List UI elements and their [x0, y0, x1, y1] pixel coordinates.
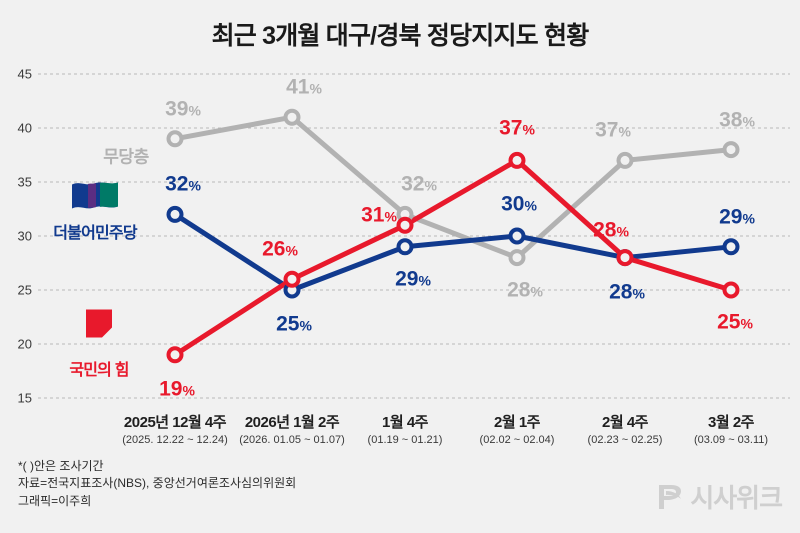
series-label-none-party: 무당층	[103, 147, 149, 167]
data-value-label: 29%	[395, 267, 431, 291]
data-point-marker[interactable]	[283, 270, 301, 288]
data-value-label: 37%	[499, 116, 535, 140]
data-value-label: 28%	[593, 218, 629, 242]
y-axis-tick-label: 45	[17, 66, 32, 82]
x-axis-tick-label: 2월 1주	[494, 414, 540, 431]
x-axis-tick: 1월 4주 (01.19 ~ 01.21)	[368, 411, 443, 446]
data-value-label: 37%	[595, 118, 631, 142]
x-axis-tick-label: 2025년 12월 4주	[123, 414, 227, 431]
data-point-marker[interactable]	[396, 238, 414, 256]
data-value-label: 32%	[401, 172, 437, 196]
x-axis-tick: 2025년 12월 4주 (2025. 12.22 ~ 12.24)	[122, 411, 228, 446]
data-value-label: 28%	[507, 278, 543, 302]
footer-line-survey-period: *( )안은 조사기간	[18, 459, 104, 473]
brand-watermark: 시사위크	[654, 478, 783, 515]
data-value-label: 41%	[286, 75, 322, 99]
footer-notes: *( )안은 조사기간 자료=전국지표조사(NBS), 중앙선거여론조사심의위원…	[18, 458, 296, 510]
people-power-party-icon	[82, 308, 116, 347]
x-axis-tick-sublabel: (03.09 ~ 03.11)	[693, 434, 769, 446]
data-value-label: 19%	[159, 377, 195, 401]
x-axis-tick-sublabel: (2026. 01.05 ~ 01.07)	[239, 434, 345, 446]
y-axis-tick-label: 30	[17, 228, 32, 244]
data-value-label: 30%	[501, 192, 537, 216]
y-axis-tick-label: 35	[17, 174, 32, 190]
y-axis-tick-label: 40	[17, 120, 32, 136]
x-axis-tick-label: 2026년 1월 2주	[244, 414, 340, 431]
data-point-marker[interactable]	[283, 108, 301, 126]
x-axis-tick-sublabel: (02.02 ~ 02.04)	[479, 434, 555, 446]
data-point-marker[interactable]	[616, 151, 634, 169]
data-value-label: 38%	[719, 108, 755, 132]
data-point-marker[interactable]	[508, 151, 526, 169]
data-point-marker[interactable]	[166, 346, 184, 364]
data-point-marker[interactable]	[722, 141, 740, 159]
data-point-marker[interactable]	[722, 281, 740, 299]
x-axis-tick: 2월 4주 (02.23 ~ 02.25)	[588, 411, 663, 446]
series-line	[172, 211, 734, 293]
y-axis-tick-label: 15	[17, 390, 32, 406]
data-value-label: 29%	[719, 205, 755, 229]
footer-line-graphic: 그래픽=이주희	[18, 493, 92, 508]
data-value-label: 39%	[165, 97, 201, 121]
series-label-people-power-party: 국민의 힘	[69, 362, 129, 379]
footer-line-source: 자료=전국지표조사(NBS), 중앙선거여론조사심의위원회	[18, 476, 297, 491]
data-point-marker[interactable]	[166, 205, 184, 223]
y-axis-tick-label: 25	[17, 282, 32, 298]
data-point-marker[interactable]	[508, 227, 526, 245]
x-axis-tick-sublabel: (02.23 ~ 02.25)	[587, 434, 663, 446]
x-axis-tick: 2026년 1월 2주 (2026. 01.05 ~ 01.07)	[239, 411, 345, 446]
series-line	[172, 114, 734, 261]
x-axis-tick: 2월 1주 (02.02 ~ 02.04)	[480, 411, 555, 446]
y-axis-tick-label: 20	[17, 336, 32, 352]
data-point-marker[interactable]	[722, 238, 740, 256]
data-point-marker[interactable]	[508, 249, 526, 267]
x-axis-tick-label: 3월 2주	[708, 414, 754, 431]
data-value-label: 25%	[717, 310, 753, 334]
x-axis-tick-sublabel: (01.19 ~ 01.21)	[367, 434, 443, 446]
sisaweek-logo-icon	[659, 484, 682, 509]
data-value-label: 25%	[276, 312, 312, 336]
data-value-label: 26%	[262, 237, 298, 261]
data-point-marker[interactable]	[616, 249, 634, 267]
data-point-marker[interactable]	[396, 216, 414, 234]
series-label-democratic-party: 더불어민주당	[53, 225, 137, 242]
democratic-party-flag-icon	[70, 181, 120, 220]
data-value-label: 32%	[165, 172, 201, 196]
x-axis-tick: 3월 2주 (03.09 ~ 03.11)	[694, 411, 768, 446]
x-axis-tick-label: 2월 4주	[602, 414, 648, 431]
page-title: 최근 3개월 대구/경북 정당지지도 현황	[211, 22, 590, 50]
data-value-label: 28%	[609, 280, 645, 304]
brand-name: 시사위크	[690, 483, 783, 513]
x-axis-tick-label: 1월 4주	[382, 414, 428, 431]
data-value-label: 31%	[361, 203, 397, 227]
data-point-marker[interactable]	[166, 130, 184, 148]
x-axis-tick-sublabel: (2025. 12.22 ~ 12.24)	[122, 434, 228, 446]
series-line	[172, 157, 734, 358]
